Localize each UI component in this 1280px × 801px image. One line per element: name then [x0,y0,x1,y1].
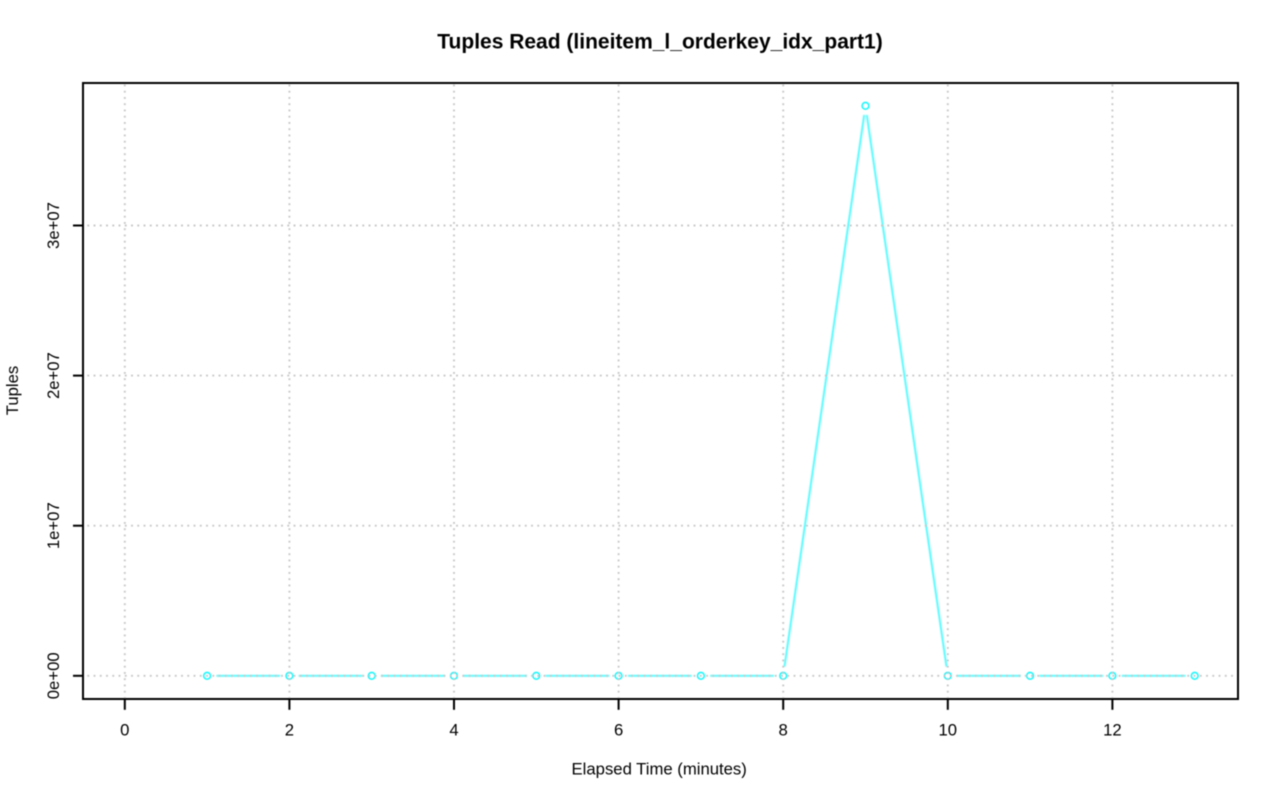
svg-text:Tuples Read (lineitem_l_orderk: Tuples Read (lineitem_l_orderkey_idx_par… [437,31,882,54]
svg-text:6: 6 [614,720,623,739]
svg-text:2e+07: 2e+07 [44,352,63,399]
svg-text:1e+07: 1e+07 [44,502,63,549]
svg-text:10: 10 [939,720,958,739]
svg-text:3e+07: 3e+07 [44,202,63,249]
svg-text:0: 0 [120,720,129,739]
svg-text:8: 8 [779,720,788,739]
svg-text:Tuples: Tuples [3,366,22,415]
svg-text:2: 2 [285,720,294,739]
svg-text:4: 4 [449,720,458,739]
svg-text:12: 12 [1103,720,1122,739]
svg-text:Elapsed Time (minutes): Elapsed Time (minutes) [572,760,747,779]
svg-text:0e+00: 0e+00 [44,652,63,699]
